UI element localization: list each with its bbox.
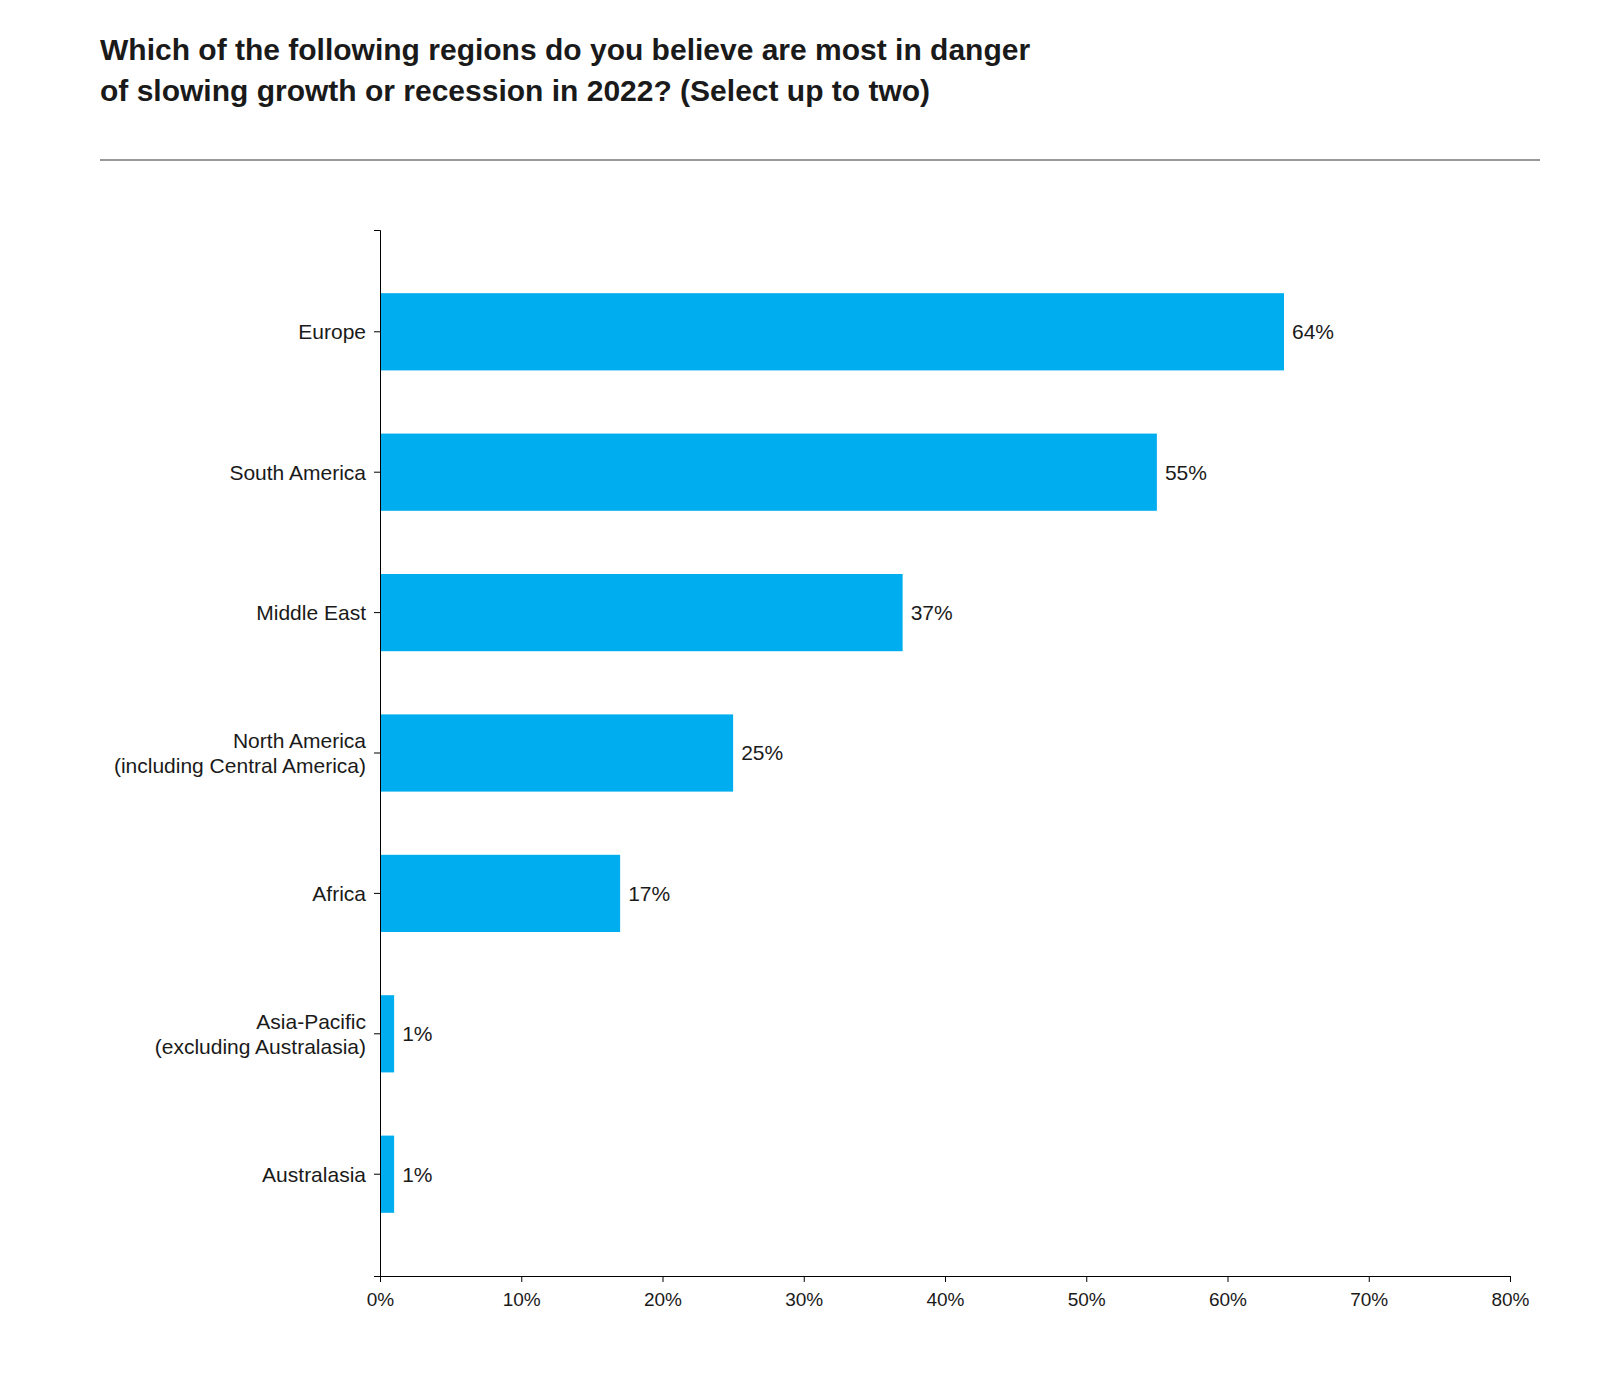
x-tick: 0% <box>367 1276 395 1310</box>
x-tick: 10% <box>503 1276 541 1310</box>
x-tick: 20% <box>644 1276 682 1310</box>
y-tick-mark <box>374 612 380 613</box>
title: Which of the following regions do you be… <box>100 33 1030 107</box>
y-tick-label: Middle East <box>256 601 366 624</box>
y-tick: Africa <box>312 882 380 905</box>
plot: 0% 10% 20% 30% 40% 50% 60% 70% 80% Australasia Asi… <box>114 231 1530 1310</box>
x-tick: 40% <box>926 1276 964 1310</box>
x-tick-mark <box>1228 1276 1229 1282</box>
data-label: 64% <box>1292 320 1334 343</box>
bar <box>380 434 1157 511</box>
bar <box>380 1136 394 1213</box>
data-label: 55% <box>1165 461 1207 484</box>
data-labels: 1% 1% 17% 25% 37% 55% 64% <box>402 320 1334 1185</box>
x-tick-label: 0% <box>367 1289 395 1310</box>
bars <box>380 293 1284 1213</box>
x-tick-label: 80% <box>1491 1289 1529 1310</box>
bar <box>380 574 903 651</box>
data-label: 1% <box>402 1163 432 1186</box>
x-tick-mark <box>1369 1276 1370 1282</box>
y-tick-label: Europe <box>298 320 366 343</box>
x-tick: 50% <box>1068 1276 1106 1310</box>
y-tick-label-line: Africa <box>312 882 366 905</box>
y-tick-label-line: (excluding Australasia) <box>155 1035 366 1058</box>
y-tick-label: Africa <box>312 882 366 905</box>
bar <box>380 293 1284 370</box>
data-label: 17% <box>628 882 670 905</box>
bar <box>380 995 394 1072</box>
y-tick: Europe <box>298 320 380 343</box>
data-label: 25% <box>741 741 783 764</box>
y-axis-line <box>374 231 381 1277</box>
x-axis: 0% 10% 20% 30% 40% 50% 60% 70% 80% <box>367 1276 1530 1310</box>
y-tick-label-line: North America <box>233 729 366 752</box>
y-tick-mark <box>374 472 380 473</box>
x-tick: 70% <box>1350 1276 1388 1310</box>
y-tick-mark <box>374 1033 380 1034</box>
y-tick: Australasia <box>262 1163 380 1186</box>
x-tick: 80% <box>1491 1276 1529 1310</box>
x-tick-label: 50% <box>1068 1289 1106 1310</box>
x-tick-label: 60% <box>1209 1289 1247 1310</box>
x-tick-mark <box>1086 1276 1087 1282</box>
y-tick-label-line: Asia-Pacific <box>256 1010 366 1033</box>
y-tick-mark <box>374 1174 380 1175</box>
x-tick-label: 70% <box>1350 1289 1388 1310</box>
title-line: Which of the following regions do you be… <box>100 33 1030 66</box>
y-tick-label: South America <box>229 461 366 484</box>
x-tick-label: 40% <box>926 1289 964 1310</box>
y-tick-mark <box>374 893 380 894</box>
title-separator <box>100 159 1540 161</box>
x-axis-line <box>381 1277 1511 1283</box>
y-tick-mark <box>374 331 380 332</box>
y-tick-label: Asia-Pacific(excluding Australasia) <box>155 1010 366 1058</box>
x-tick-label: 10% <box>503 1289 541 1310</box>
y-tick: Middle East <box>256 601 380 624</box>
x-tick-mark <box>1510 1276 1511 1282</box>
y-tick-label-line: (including Central America) <box>114 754 366 777</box>
x-tick-mark <box>663 1276 664 1282</box>
y-tick-label: North America(including Central America) <box>114 729 366 777</box>
y-tick-label-line: Europe <box>298 320 366 343</box>
x-tick-label: 30% <box>785 1289 823 1310</box>
y-tick-label-line: Middle East <box>256 601 366 624</box>
x-tick-mark <box>804 1276 805 1282</box>
x-tick-label: 20% <box>644 1289 682 1310</box>
x-tick-mark <box>521 1276 522 1282</box>
title-line: of slowing growth or recession in 2022? … <box>100 74 930 107</box>
x-tick: 60% <box>1209 1276 1247 1310</box>
y-tick-label-line: South America <box>229 461 366 484</box>
y-axis: Australasia Asia-Pacific(excluding Austra… <box>114 231 381 1277</box>
bar <box>380 855 620 932</box>
x-tick: 30% <box>785 1276 823 1310</box>
y-tick: North America(including Central America) <box>114 729 380 777</box>
y-tick-label-line: Australasia <box>262 1163 366 1186</box>
data-label: 37% <box>911 601 953 624</box>
y-tick-mark <box>374 753 380 754</box>
x-tick-mark <box>945 1276 946 1282</box>
chart: Which of the following regions do you be… <box>0 0 1600 1386</box>
y-tick: South America <box>229 461 380 484</box>
bar <box>380 714 733 791</box>
data-label: 1% <box>402 1022 432 1045</box>
y-tick-label: Australasia <box>262 1163 366 1186</box>
y-tick: Asia-Pacific(excluding Australasia) <box>155 1010 380 1058</box>
